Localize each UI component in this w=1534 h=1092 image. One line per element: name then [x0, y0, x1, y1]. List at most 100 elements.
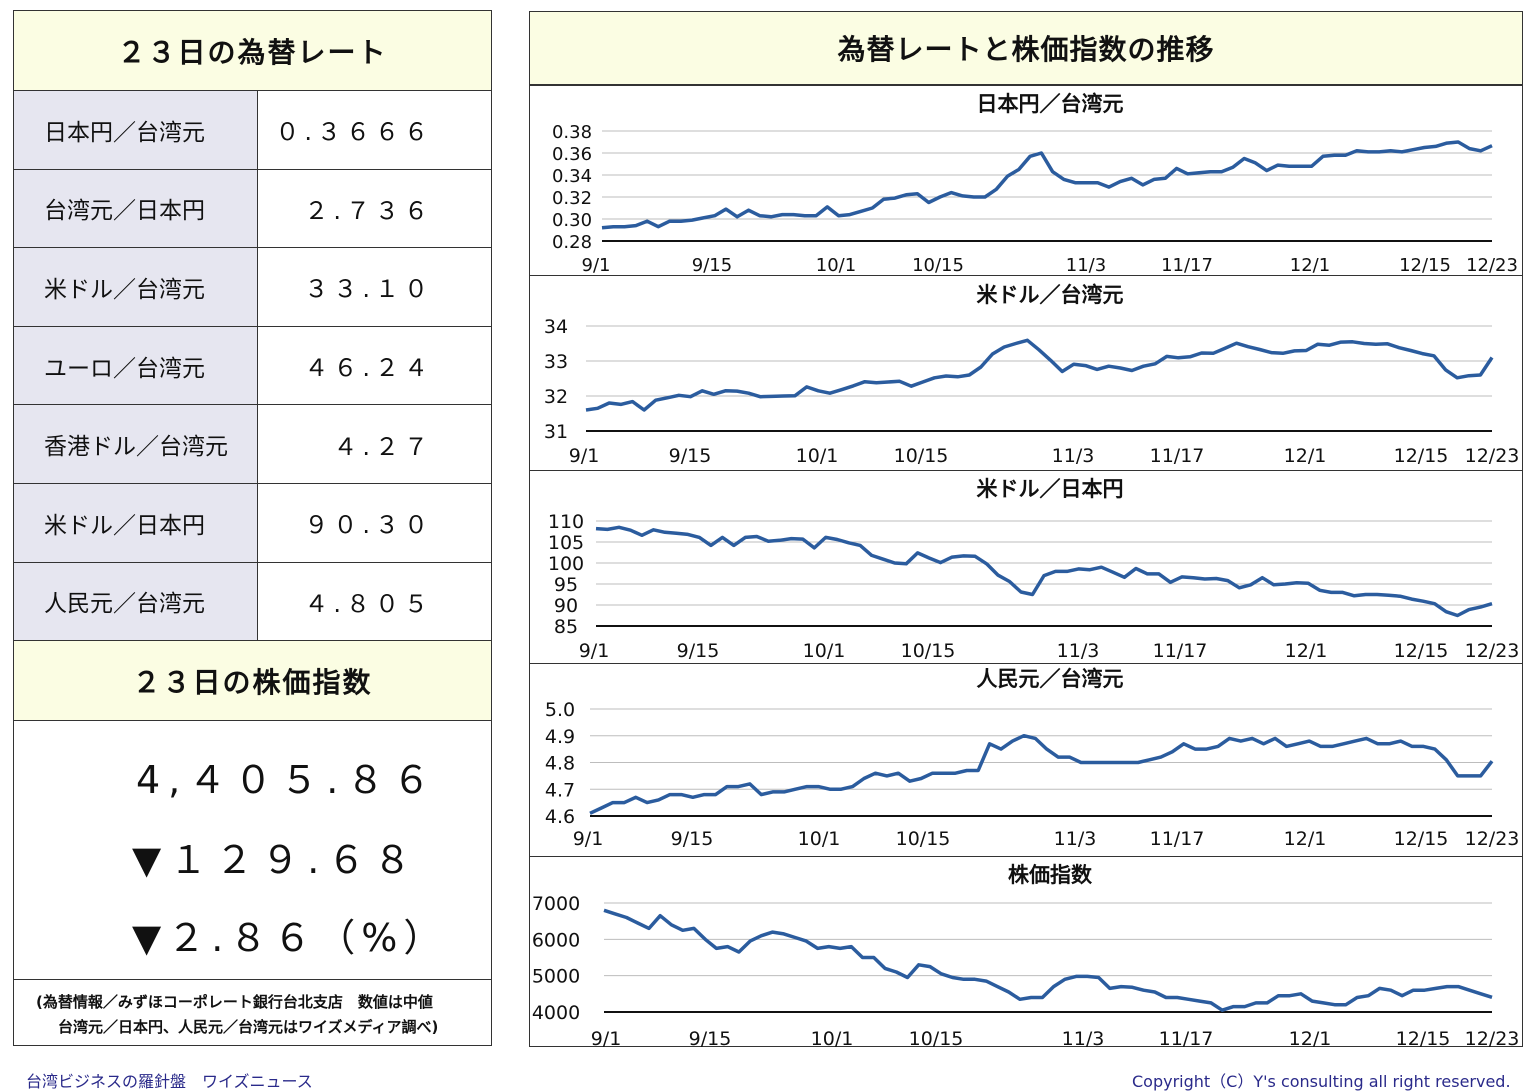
x-tick-label: 9/1	[579, 640, 610, 662]
x-tick-label: 11/17	[1150, 828, 1205, 850]
x-tick-label: 9/15	[692, 255, 732, 276]
x-tick-label: 9/1	[573, 828, 604, 850]
rate-name: 香港ドル／台湾元	[14, 405, 258, 483]
x-tick-label: 11/17	[1161, 255, 1213, 276]
rate-row: 人民元／台湾元 ４.８０５	[14, 562, 491, 642]
y-tick-label: 0.30	[552, 210, 592, 231]
rate-value: ４６.２４	[304, 354, 433, 383]
x-tick-label: 12/1	[1284, 828, 1327, 850]
x-tick-label: 10/15	[912, 255, 964, 276]
chart-usd-jpy: 米ドル／日本円 110 105 100 95 90 85 9/1 9/15 10/1 10/15 11…	[530, 470, 1522, 663]
stock-change: ▼１２９.６８	[132, 838, 420, 883]
stock-change-pct: ▼２.８６（%）	[132, 916, 448, 961]
x-tick-label: 11/3	[1054, 828, 1097, 850]
rate-row: 日本円／台湾元 ０.３６６６	[14, 91, 491, 170]
x-tick-label: 12/23	[1465, 828, 1520, 850]
series-line	[585, 338, 1494, 412]
series-line	[589, 733, 1494, 815]
y-tick-label: 0.36	[552, 144, 592, 165]
y-tick-label: 0.28	[552, 232, 592, 253]
x-tick-label: 12/23	[1465, 640, 1520, 662]
rate-name: 米ドル／台湾元	[14, 248, 258, 326]
rate-row: 米ドル／台湾元 ３３.１０	[14, 248, 491, 327]
chart-svg: 株価指数 7000 6000 5000 4000 9/1 9/15 10/1 10/15 11/3…	[532, 863, 1520, 1047]
series-line	[595, 525, 1493, 618]
chart-cny-twd: 人民元／台湾元 5.0 4.9 4.8 4.7 4.6 9/1 9/15 10/1 10/15 11…	[530, 663, 1522, 856]
x-tick-label: 10/1	[803, 640, 846, 662]
series-line	[603, 908, 1493, 1012]
chart-svg: 人民元／台湾元 5.0 4.9 4.8 4.7 4.69/1 9/15 10/1 10/15 11…	[545, 667, 1520, 850]
x-tick-label: 11/3	[1057, 640, 1100, 662]
rate-row: 台湾元／日本円 ２.７３６	[14, 169, 491, 249]
rate-value: ９０.３０	[304, 511, 433, 540]
rate-name: 日本円／台湾元	[14, 91, 258, 169]
x-tick-label: 12/15	[1399, 255, 1451, 276]
charts-panel: 為替レートと株価指数の推移 日本円／台湾元 0.38 0.36 0.34 0.32 0.3…	[529, 11, 1523, 1047]
rate-name: 台湾元／日本円	[14, 169, 258, 248]
rate-row: 香港ドル／台湾元 ４.２７	[14, 405, 491, 484]
y-tick-label: 0.34	[552, 166, 592, 187]
x-tick-label: 9/1	[591, 1028, 622, 1047]
x-tick-label: 10/15	[896, 828, 951, 850]
y-tick-label: 100	[548, 553, 584, 575]
x-tick-label: 10/1	[798, 828, 841, 850]
x-tick-label: 11/17	[1150, 445, 1205, 467]
x-tick-label: 9/15	[671, 828, 714, 850]
x-tick-label: 9/1	[569, 445, 600, 467]
note-line: 台湾元／日本円、人民元／台湾元はワイズメディア調べ)	[58, 1018, 439, 1037]
stock-value: 4,４０５.８６	[136, 758, 439, 803]
x-tick-label: 10/1	[816, 255, 856, 276]
rate-name: ユーロ／台湾元	[14, 326, 258, 405]
y-tick-label: 110	[548, 511, 584, 533]
y-tick-label: 4.9	[545, 726, 575, 748]
y-tick-label: 4.8	[545, 753, 575, 775]
x-tick-label: 12/15	[1394, 828, 1449, 850]
y-tick-label: 0.38	[552, 122, 592, 143]
rate-list: 日本円／台湾元 ０.３６６６ 台湾元／日本円 ２.７３６ 米ドル／台湾元 ３３.…	[14, 91, 491, 642]
footer-right: Copyright（C）Y's consulting all right res…	[1132, 1072, 1511, 1091]
x-tick-label: 12/1	[1284, 445, 1327, 467]
charts-title: 為替レートと株価指数の推移	[530, 12, 1522, 85]
x-tick-label: 10/1	[796, 445, 839, 467]
source-note: (為替情報／みずほコーポレート銀行台北支店 数値は中値 台湾元／日本円、人民元／…	[14, 980, 491, 1040]
y-tick-label: 5.0	[545, 699, 575, 721]
rate-value: ２.７３６	[304, 196, 433, 225]
x-tick-label: 10/1	[811, 1028, 854, 1047]
x-tick-label: 9/15	[669, 445, 712, 467]
y-tick-label: 33	[544, 351, 568, 373]
rate-row: 米ドル／日本円 ９０.３０	[14, 483, 491, 563]
chart-title: 日本円／台湾元	[977, 92, 1124, 116]
x-tick-label: 9/15	[677, 640, 720, 662]
y-tick-label: 5000	[532, 966, 580, 988]
chart-jpy-twd: 日本円／台湾元 0.38 0.36 0.34 0.32 0.30 0.28 9/1 9/15 10…	[530, 85, 1522, 276]
x-tick-label: 12/23	[1465, 445, 1520, 467]
rate-name: 米ドル／日本円	[14, 483, 258, 562]
y-tick-label: 105	[548, 532, 584, 554]
rate-name: 人民元／台湾元	[14, 562, 258, 641]
rate-row: ユーロ／台湾元 ４６.２４	[14, 326, 491, 406]
x-tick-label: 11/17	[1153, 640, 1208, 662]
y-tick-label: 4.6	[545, 806, 575, 828]
chart-svg: 米ドル／台湾元 34 33 32 319/1 9/15 10/1 10/15 11/3 11/17…	[544, 283, 1520, 467]
x-tick-label: 12/15	[1396, 1028, 1451, 1047]
x-tick-label: 9/15	[689, 1028, 732, 1047]
y-tick-label: 4000	[532, 1002, 580, 1024]
rate-value: ０.３６６６	[275, 118, 433, 147]
chart-title: 株価指数	[1008, 863, 1093, 887]
rate-value: ３３.１０	[304, 275, 433, 304]
chart-stock-index: 株価指数 7000 6000 5000 4000 9/1 9/15 10/1 10/15 11/3…	[530, 856, 1522, 1047]
y-tick-label: 7000	[532, 893, 580, 915]
y-tick-label: 31	[544, 421, 568, 443]
x-tick-label: 10/15	[894, 445, 949, 467]
chart-title: 米ドル／台湾元	[977, 283, 1124, 307]
y-tick-label: 90	[554, 595, 578, 617]
footer-left: 台湾ビジネスの羅針盤 ワイズニュース	[26, 1072, 313, 1091]
x-tick-label: 12/23	[1465, 1028, 1520, 1047]
rates-title: ２３日の為替レート	[14, 11, 491, 91]
x-tick-label: 11/3	[1062, 1028, 1105, 1047]
x-tick-label: 10/15	[909, 1028, 964, 1047]
note-line: (為替情報／みずほコーポレート銀行台北支店 数値は中値	[36, 993, 433, 1012]
x-tick-label: 12/1	[1289, 1028, 1332, 1047]
chart-svg: 日本円／台湾元 0.380.360.340.320.300.289/1 9/15 10…	[552, 92, 1518, 276]
x-tick-label: 9/1	[582, 255, 611, 276]
